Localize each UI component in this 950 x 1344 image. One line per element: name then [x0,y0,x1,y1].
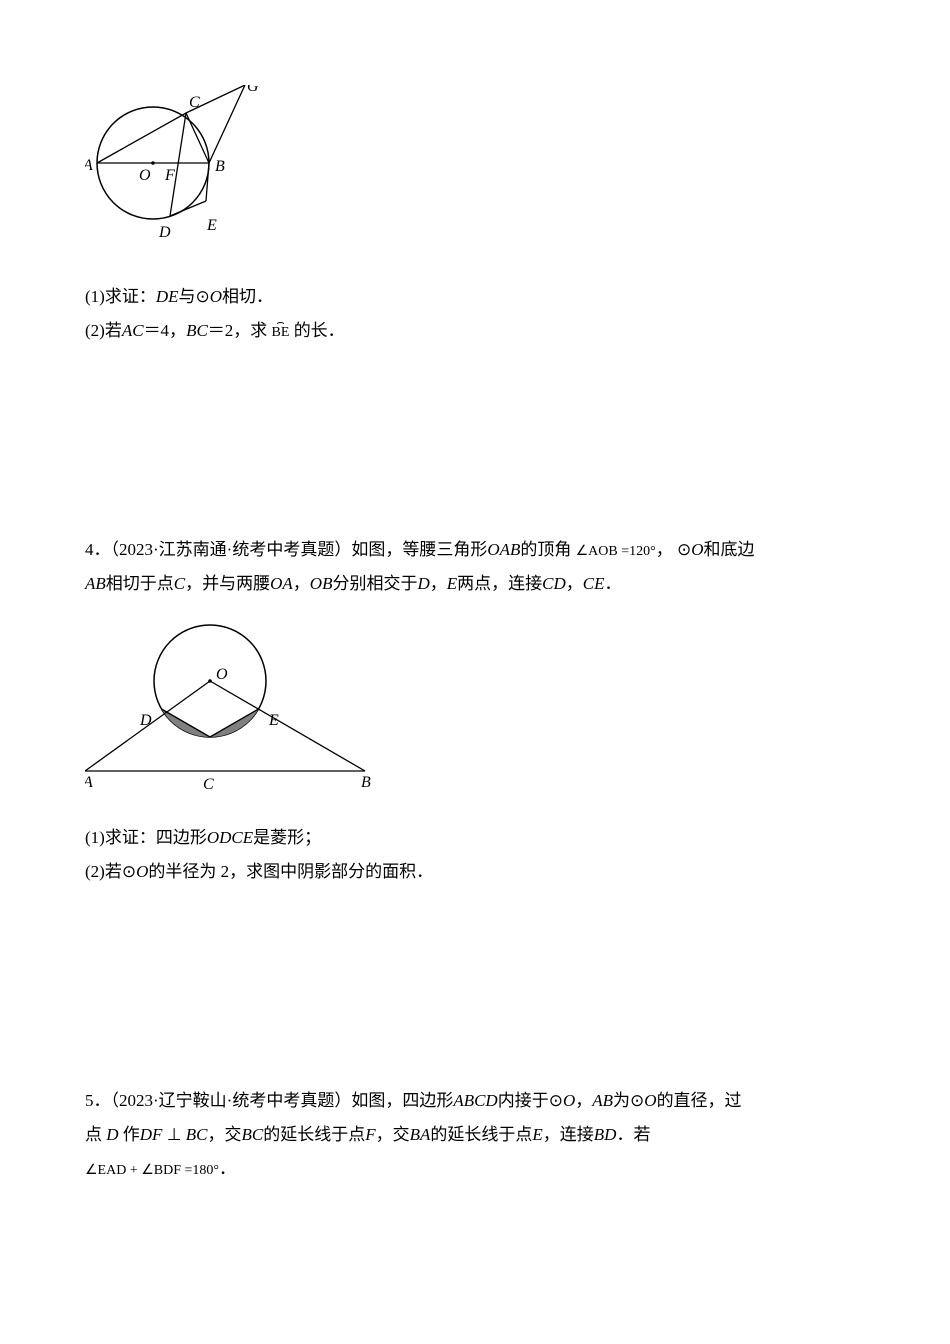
svg-text:A: A [85,774,93,791]
q5-bc: BC [186,1125,208,1144]
q4-dd: D [417,574,429,593]
q4-l2g: ， [566,574,583,593]
q5-l2j: ．若 [616,1125,650,1144]
svg-text:O: O [216,666,228,683]
figure-1: A B C G O F D E [85,85,865,255]
q5-num: 5．（2023·辽宁鞍山·统考中考真题）如图，四边形 [85,1091,453,1110]
svg-text:E: E [206,217,217,234]
figure-2: O D E A C B [85,619,865,799]
q3-p2-c: ＝2，求 [208,321,268,340]
q4-circ: ⊙ [677,540,691,559]
q5-abcd: ABCD [453,1091,497,1110]
q3-p2-a: (2)若 [85,321,122,340]
q5-ba: BA [410,1125,431,1144]
q4-p1-end: 是菱形； [253,828,321,847]
q4-l2e: ， [430,574,447,593]
q5-l2e: 的延长线于点 [263,1125,365,1144]
q5-o1: O [563,1091,575,1110]
q4-ee: E [447,574,457,593]
q4-l2h: ． [605,574,622,593]
q4-oab: OAB [487,540,520,559]
q3-part2: (2)若AC＝4，BC＝2，求 ⌢BE 的长． [85,314,865,348]
q4-part2: (2)若⊙O的半径为 2，求图中阴影部分的面积． [85,855,865,889]
q4-cd: CD [542,574,566,593]
svg-text:A: A [85,157,93,174]
q5-l2g: ，交 [376,1125,410,1144]
q4-l2b: ，并与两腰 [185,574,270,593]
q4-line2: AB相切于点C，并与两腰OA，OB分别相交于D，E两点，连接CD，CE． [85,567,865,601]
q5-l2a: 点 [85,1125,102,1144]
svg-text:B: B [361,774,371,791]
q5-l2i: ，连接 [543,1125,594,1144]
q5-l2b: 作 [123,1125,140,1144]
q5-l2c: ，交 [208,1125,242,1144]
svg-text:C: C [203,776,214,793]
q4-ce: CE [583,574,605,593]
q5-ee: E [532,1125,542,1144]
q4-l2a: 相切于点 [106,574,174,593]
q4-odce: ODCE [207,828,253,847]
q4-p2: (2)若 [85,862,122,881]
svg-text:C: C [189,94,200,111]
q3-p1-a: (1)求证： [85,287,156,306]
q4-c: C [174,574,185,593]
svg-text:G: G [247,85,259,95]
q5-line2: 点 D 作DF ⊥ BC，交BC的延长线于点F，交BA的延长线于点E，连接BD．… [85,1118,865,1152]
q5-f: F [365,1125,375,1144]
q5-l2h: 的延长线于点 [430,1125,532,1144]
q3-p2-b: ＝4， [144,321,187,340]
q5-l2d: D [106,1125,118,1144]
q4-l2d: 分别相交于 [332,574,417,593]
q4-p1: (1)求证：四边形 [85,828,207,847]
q4-p2-o: O [136,862,148,881]
svg-text:B: B [215,158,225,175]
svg-text:D: D [139,712,152,729]
q4-p2-circ: ⊙ [122,862,136,881]
q4-p2-end: 的半径为 2，求图中阴影部分的面积． [148,862,433,881]
svg-text:F: F [164,167,175,184]
svg-text:E: E [268,712,279,729]
q4-mid1: 的顶角 [520,540,571,559]
q4-oa: OA [270,574,293,593]
q4-line1: 4．（2023·江苏南通·统考中考真题）如图，等腰三角形OAB的顶角 ∠AOB … [85,533,865,567]
q3-p1-end: 相切． [222,287,273,306]
q4-o: O [691,540,703,559]
q3-circ: ⊙ [196,287,210,306]
q4-num: 4．（2023·江苏南通·统考中考真题）如图，等腰三角形 [85,540,487,559]
svg-text:O: O [139,167,151,184]
q5-l3-end: ． [219,1159,236,1178]
q4-mid2: ， [656,540,673,559]
q4-l2f: 两点，连接 [457,574,542,593]
q4-l2c2: ， [293,574,310,593]
q3-ac: AC [122,321,144,340]
q3-p2-d: 的长． [294,321,345,340]
q4-part1: (1)求证：四边形ODCE是菱形； [85,821,865,855]
q3-p1-mid: 与 [179,287,196,306]
q5-c: 为 [613,1091,630,1110]
q5-l3: ∠EAD + ∠BDF =180° [85,1163,219,1178]
q3-bc: BC [186,321,208,340]
q5-perp: ⊥ [167,1125,182,1144]
q5-line1: 5．（2023·辽宁鞍山·统考中考真题）如图，四边形ABCD内接于⊙O，AB为⊙… [85,1084,865,1118]
q5-d: 的直径，过 [657,1091,742,1110]
q5-c2: ⊙ [630,1091,644,1110]
q5-ab: AB [592,1091,613,1110]
q4-mid3: 和底边 [704,540,755,559]
q5-bd: BD [594,1125,617,1144]
q5-bc2: BC [242,1125,264,1144]
q3-o: O [210,287,222,306]
q5-b: ， [575,1091,592,1110]
q5-a: 内接于 [498,1091,549,1110]
q3-part1: (1)求证：DE与⊙O相切． [85,280,865,314]
q4-angle: ∠AOB =120° [576,544,656,559]
q3-de: DE [156,287,179,306]
svg-text:D: D [158,224,171,241]
q4-ob: OB [310,574,333,593]
q4-ab: AB [85,574,106,593]
q5-c1: ⊙ [549,1091,563,1110]
q5-df: DF [140,1125,163,1144]
q5-o2: O [644,1091,656,1110]
q5-line3: ∠EAD + ∠BDF =180°． [85,1152,865,1186]
